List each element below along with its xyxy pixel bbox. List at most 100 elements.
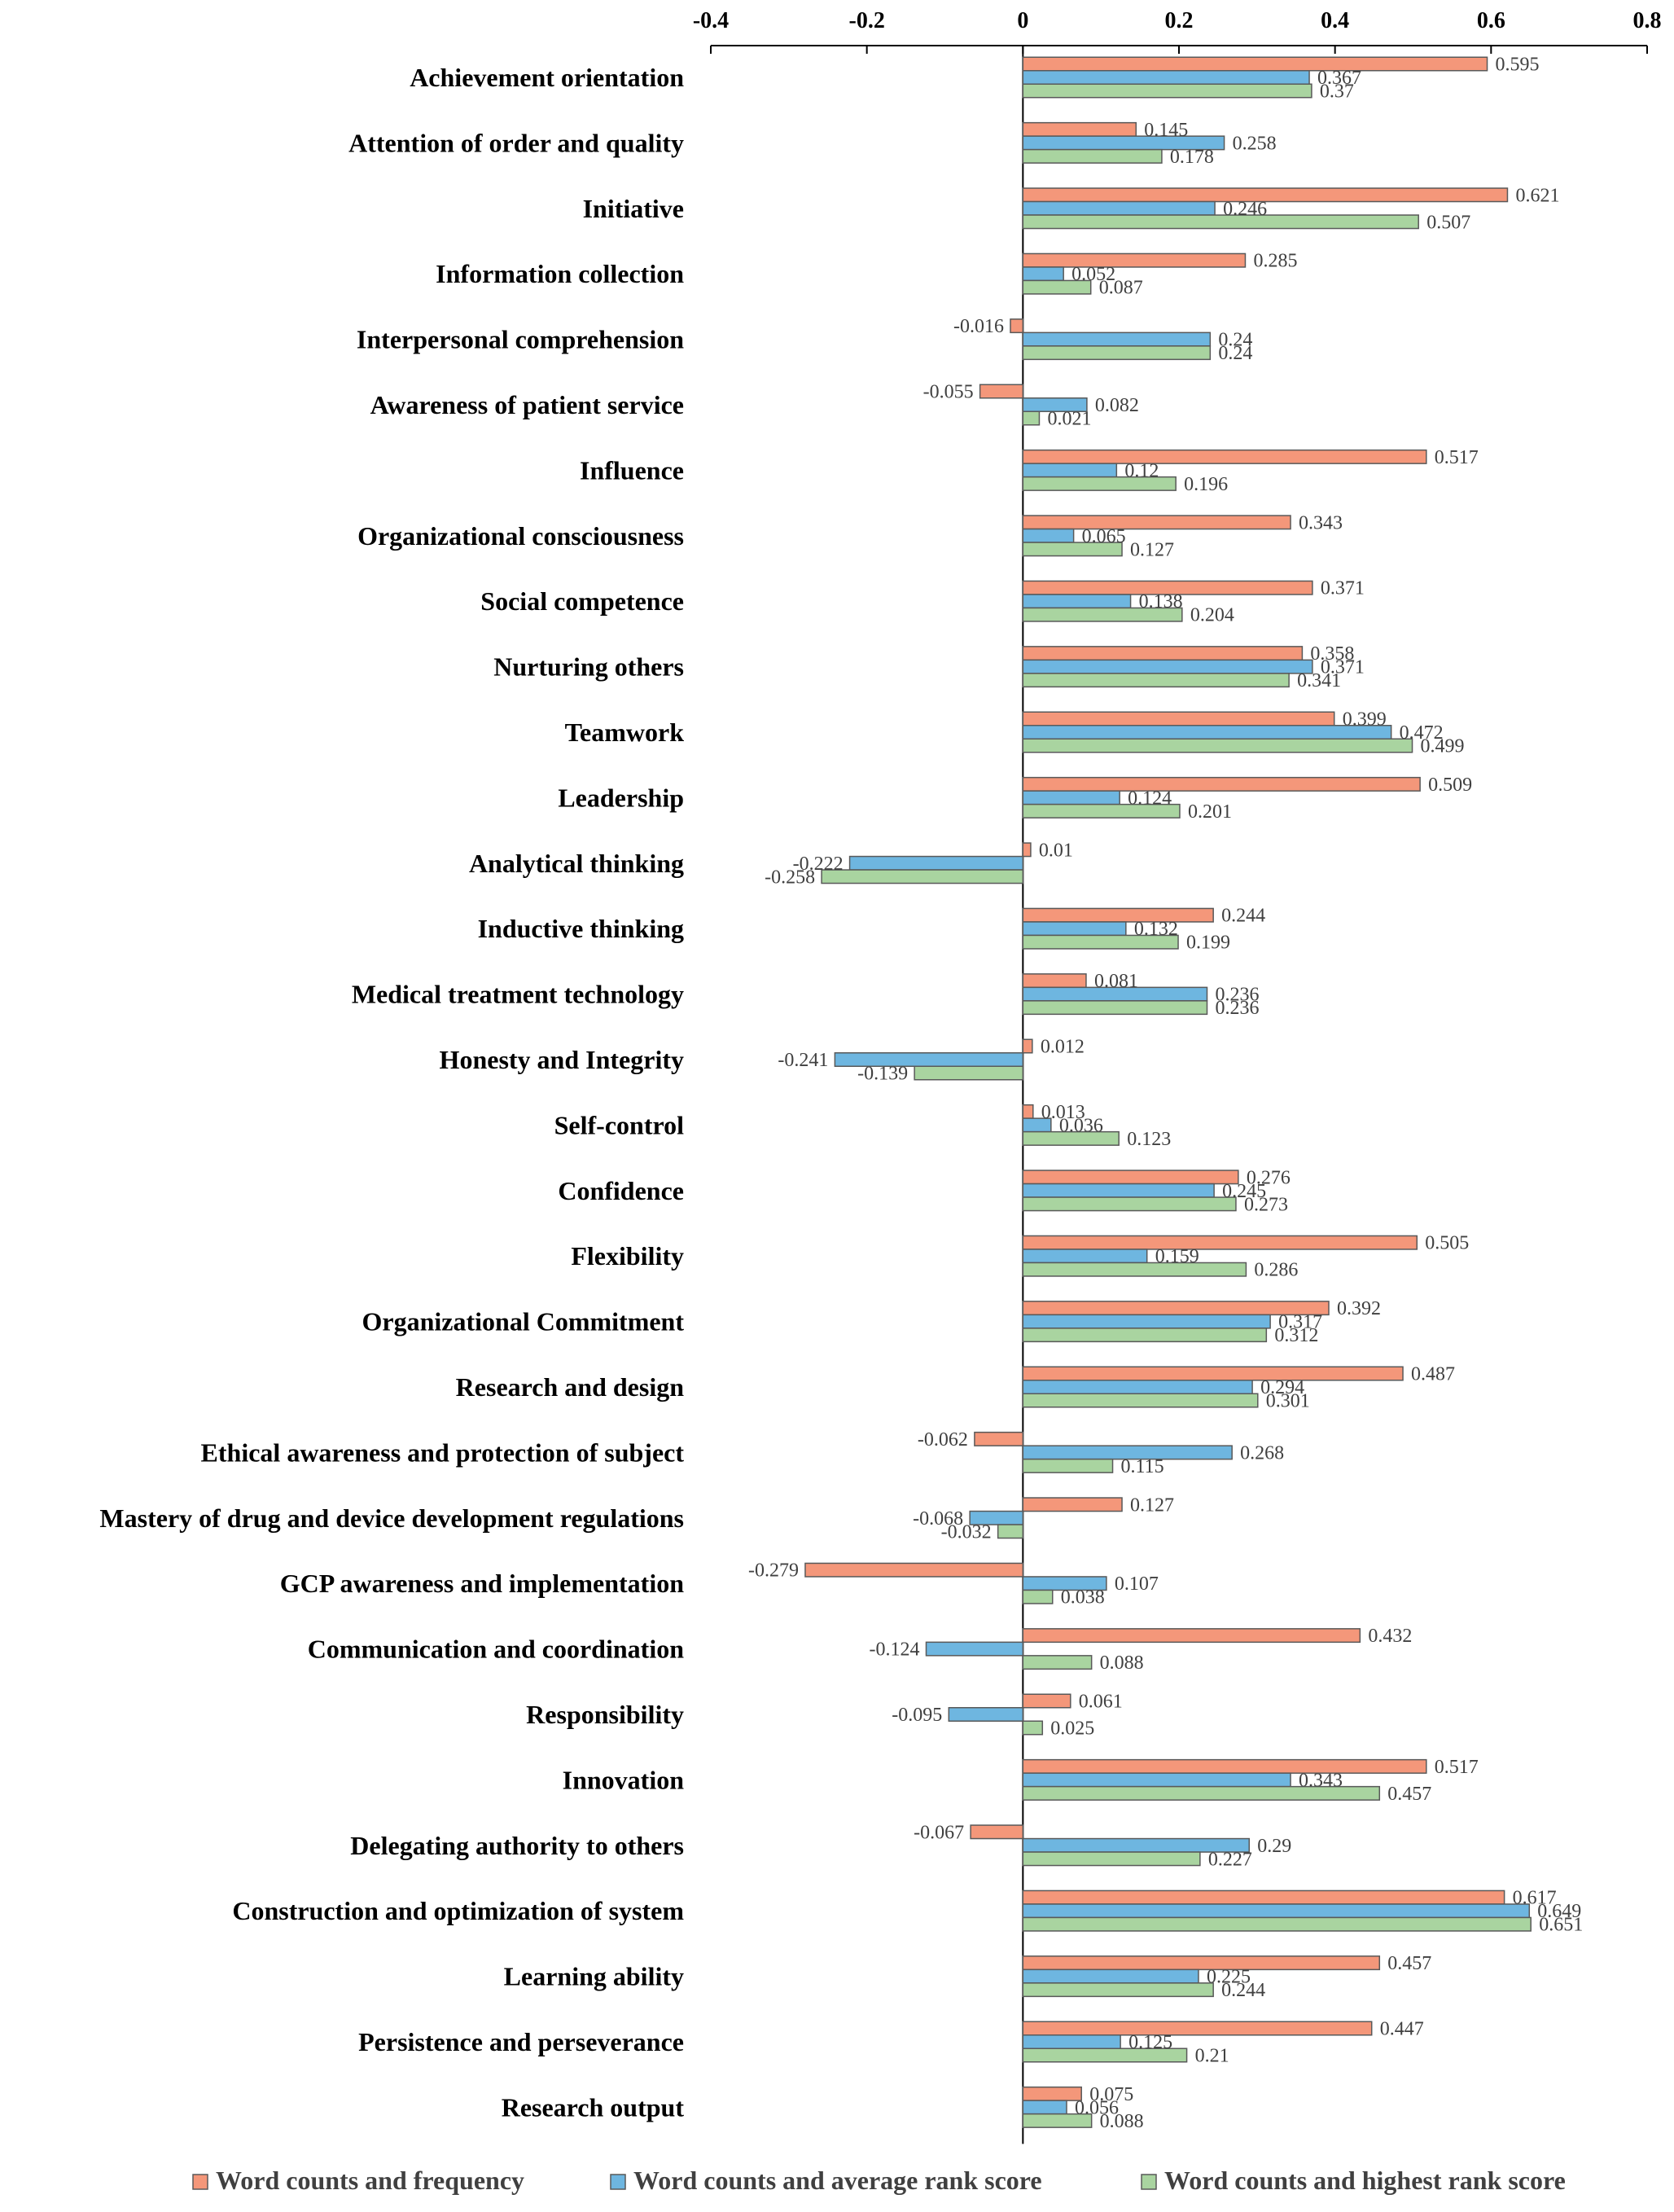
data-label: 0.294 <box>1260 1377 1304 1398</box>
data-label: 0.621 <box>1515 185 1559 206</box>
data-label: -0.124 <box>870 1639 920 1661</box>
category-label: Interpersonal comprehension <box>357 325 684 354</box>
category-label: Construction and optimization of system <box>232 1896 684 1925</box>
data-label: 0.457 <box>1387 1953 1431 1974</box>
x-tick-label: 0.8 <box>1633 8 1662 33</box>
bar-frequency <box>1022 2021 1373 2036</box>
data-label: 0.052 <box>1071 264 1115 285</box>
data-label: 0.115 <box>1121 1456 1164 1477</box>
bar-average-rank <box>1022 266 1064 282</box>
data-label: 0.036 <box>1059 1115 1103 1136</box>
category-label: Self-control <box>554 1110 684 1139</box>
category-label: Confidence <box>558 1176 684 1205</box>
bar-average-rank <box>1022 725 1392 740</box>
bar-highest-rank <box>1022 542 1123 557</box>
data-label: 0.371 <box>1321 657 1365 678</box>
bar-average-rank <box>1022 1314 1271 1329</box>
bar-highest-rank <box>1022 345 1212 361</box>
category-label: Attention of order and quality <box>348 128 684 157</box>
bar-frequency <box>1022 1693 1071 1709</box>
x-axis: -0.4 -0.2 0 0.2 0.4 0.6 0.8 <box>693 8 1662 2144</box>
data-label: -0.067 <box>914 1822 964 1843</box>
data-label: 0.595 <box>1496 55 1540 76</box>
data-label: 0.286 <box>1254 1260 1298 1281</box>
data-label: 0.617 <box>1513 1888 1557 1909</box>
bar-frequency <box>1022 1758 1427 1774</box>
bar-average-rank <box>1022 331 1212 347</box>
bar-frequency <box>1022 121 1137 137</box>
data-label: 0.145 <box>1144 120 1188 141</box>
data-label: 0.21 <box>1195 2046 1229 2067</box>
data-label: 0.244 <box>1221 1980 1265 2001</box>
data-label: -0.068 <box>913 1508 963 1530</box>
data-label: 0.24 <box>1218 343 1252 364</box>
category-label: Nurturing others <box>493 652 684 682</box>
legend-swatch <box>610 2174 626 2190</box>
bar-average-rank <box>1022 2100 1067 2115</box>
category-label: Ethical awareness and protection of subj… <box>201 1437 685 1467</box>
data-label: 0.276 <box>1247 1167 1291 1188</box>
data-label: 0.343 <box>1299 1770 1343 1791</box>
category-label: Medical treatment technology <box>352 980 684 1009</box>
bar-highest-rank <box>1022 148 1163 164</box>
bar-frequency <box>1022 449 1427 464</box>
bar-frequency <box>974 1431 1024 1446</box>
bar-frequency <box>1022 842 1032 858</box>
data-label: 0.507 <box>1426 212 1470 233</box>
category-label: Learning ability <box>504 1962 684 1991</box>
bar-average-rank <box>1022 659 1313 674</box>
data-label: 0.432 <box>1368 1626 1412 1647</box>
category-label: Leadership <box>558 783 684 812</box>
data-label: 0.505 <box>1425 1233 1469 1254</box>
bar-frequency <box>804 1562 1024 1578</box>
bar-average-rank <box>1022 1380 1253 1394</box>
bar-average-rank <box>1022 1576 1107 1591</box>
bar-average-rank <box>1022 921 1127 937</box>
bar-highest-rank <box>914 1065 1024 1081</box>
category-label: Achievement orientation <box>410 63 684 92</box>
bar-highest-rank <box>1022 1000 1208 1016</box>
data-label: 0.204 <box>1190 605 1234 626</box>
bar-average-rank <box>948 1707 1024 1722</box>
data-label: 0.201 <box>1188 801 1232 823</box>
category-label: Organizational Commitment <box>362 1307 685 1336</box>
bar-highest-rank <box>1022 83 1312 99</box>
data-label: 0.273 <box>1244 1194 1288 1215</box>
category-label: Innovation <box>563 1765 685 1794</box>
data-label: 0.088 <box>1100 2111 1144 2132</box>
data-label: 0.301 <box>1266 1391 1310 1412</box>
bar-frequency <box>1022 776 1421 792</box>
bars <box>804 56 1532 2128</box>
data-label: 0.124 <box>1128 788 1172 809</box>
bar-average-rank <box>1022 70 1310 85</box>
data-label: 0.244 <box>1221 906 1265 927</box>
bar-frequency <box>1022 1170 1239 1185</box>
data-label: 0.399 <box>1343 709 1387 731</box>
bar-average-rank <box>1022 397 1088 412</box>
bar-frequency <box>1022 1104 1034 1119</box>
data-label: 0.651 <box>1539 1915 1583 1936</box>
data-label: -0.241 <box>778 1050 828 1071</box>
data-label: -0.279 <box>748 1560 799 1582</box>
data-label: -0.258 <box>765 867 815 888</box>
data-label: -0.139 <box>857 1064 908 1085</box>
bar-highest-rank <box>1022 1262 1247 1277</box>
bar-average-rank <box>1022 1249 1148 1264</box>
legend-swatch <box>192 2174 208 2190</box>
bar-frequency <box>1022 1366 1404 1381</box>
bar-average-rank <box>1022 790 1120 805</box>
data-label: 0.246 <box>1223 199 1267 220</box>
bar-highest-rank <box>1022 214 1419 230</box>
data-label: 0.509 <box>1428 775 1472 796</box>
category-label: Organizational consciousness <box>357 521 684 551</box>
bar-highest-rank <box>1022 803 1181 819</box>
bar-frequency <box>1022 1955 1381 1971</box>
data-label: 0.021 <box>1047 409 1091 430</box>
bar-frequency <box>1022 580 1313 595</box>
category-label: Analytical thinking <box>469 849 684 878</box>
data-label: 0.285 <box>1253 251 1297 272</box>
data-label: 0.125 <box>1128 2032 1172 2053</box>
data-label: 0.159 <box>1155 1246 1199 1267</box>
data-label: 0.447 <box>1380 2019 1424 2040</box>
